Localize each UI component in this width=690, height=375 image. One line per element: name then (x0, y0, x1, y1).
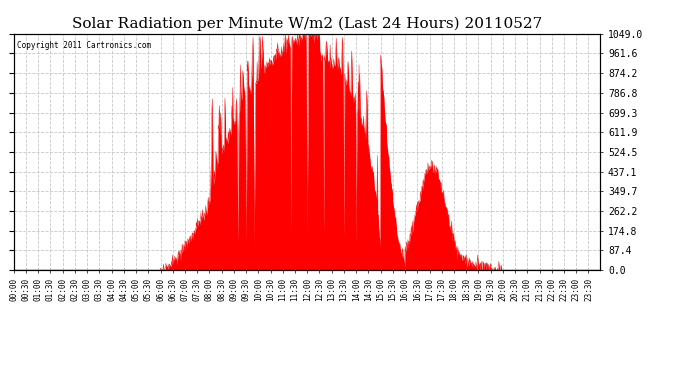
Title: Solar Radiation per Minute W/m2 (Last 24 Hours) 20110527: Solar Radiation per Minute W/m2 (Last 24… (72, 17, 542, 31)
Text: Copyright 2011 Cartronics.com: Copyright 2011 Cartronics.com (17, 41, 151, 50)
